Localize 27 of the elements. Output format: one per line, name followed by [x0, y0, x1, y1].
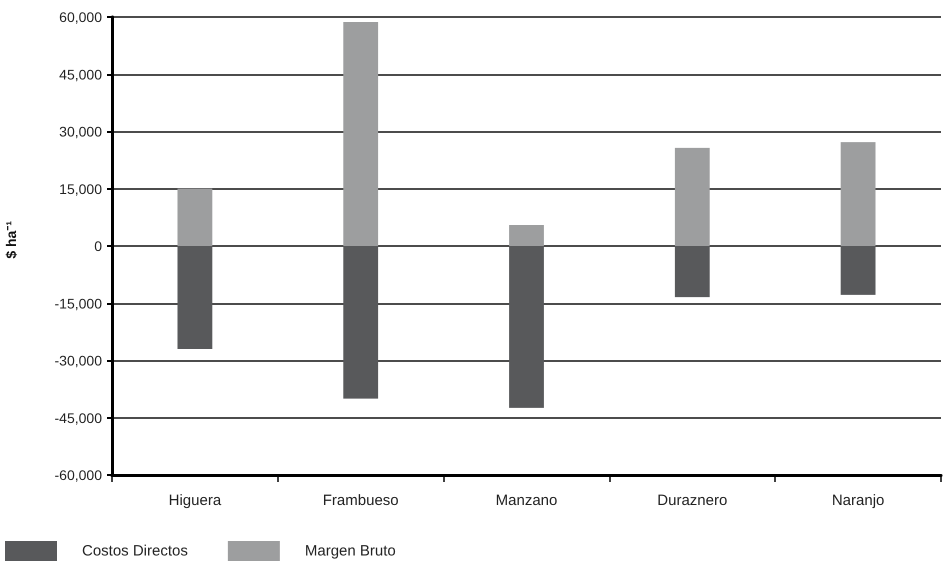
y-tick-label: -45,000 [54, 410, 102, 426]
legend-label: Costos Directos [82, 542, 188, 560]
y-tick-label: 60,000 [59, 9, 102, 25]
bar [674, 246, 710, 298]
y-tick-label: 0 [94, 238, 102, 254]
legend-label: Margen Bruto [304, 542, 396, 560]
y-tick-label: 45,000 [59, 66, 102, 82]
bar [509, 246, 544, 408]
bar [343, 246, 378, 399]
y-tick-label: -60,000 [54, 467, 102, 483]
x-tick-label: Manzano [496, 492, 558, 509]
bar [674, 148, 710, 246]
y-axis-title: $ ha⁻¹ [3, 220, 19, 259]
x-tick-label: Duraznero [657, 492, 728, 509]
bar [840, 246, 876, 295]
y-tick-label: -15,000 [54, 295, 102, 312]
y-tick-label: 15,000 [59, 180, 102, 197]
bar [177, 188, 212, 246]
bar [840, 142, 876, 246]
bar [509, 225, 544, 246]
x-tick-label: Naranjo [832, 492, 884, 509]
x-tick-label: Frambueso [322, 492, 399, 509]
x-tick-label: Higuera [168, 492, 222, 509]
bar [343, 22, 378, 246]
bar [177, 246, 212, 350]
y-tick-label: 30,000 [59, 124, 102, 140]
y-tick-label: -30,000 [54, 352, 102, 368]
